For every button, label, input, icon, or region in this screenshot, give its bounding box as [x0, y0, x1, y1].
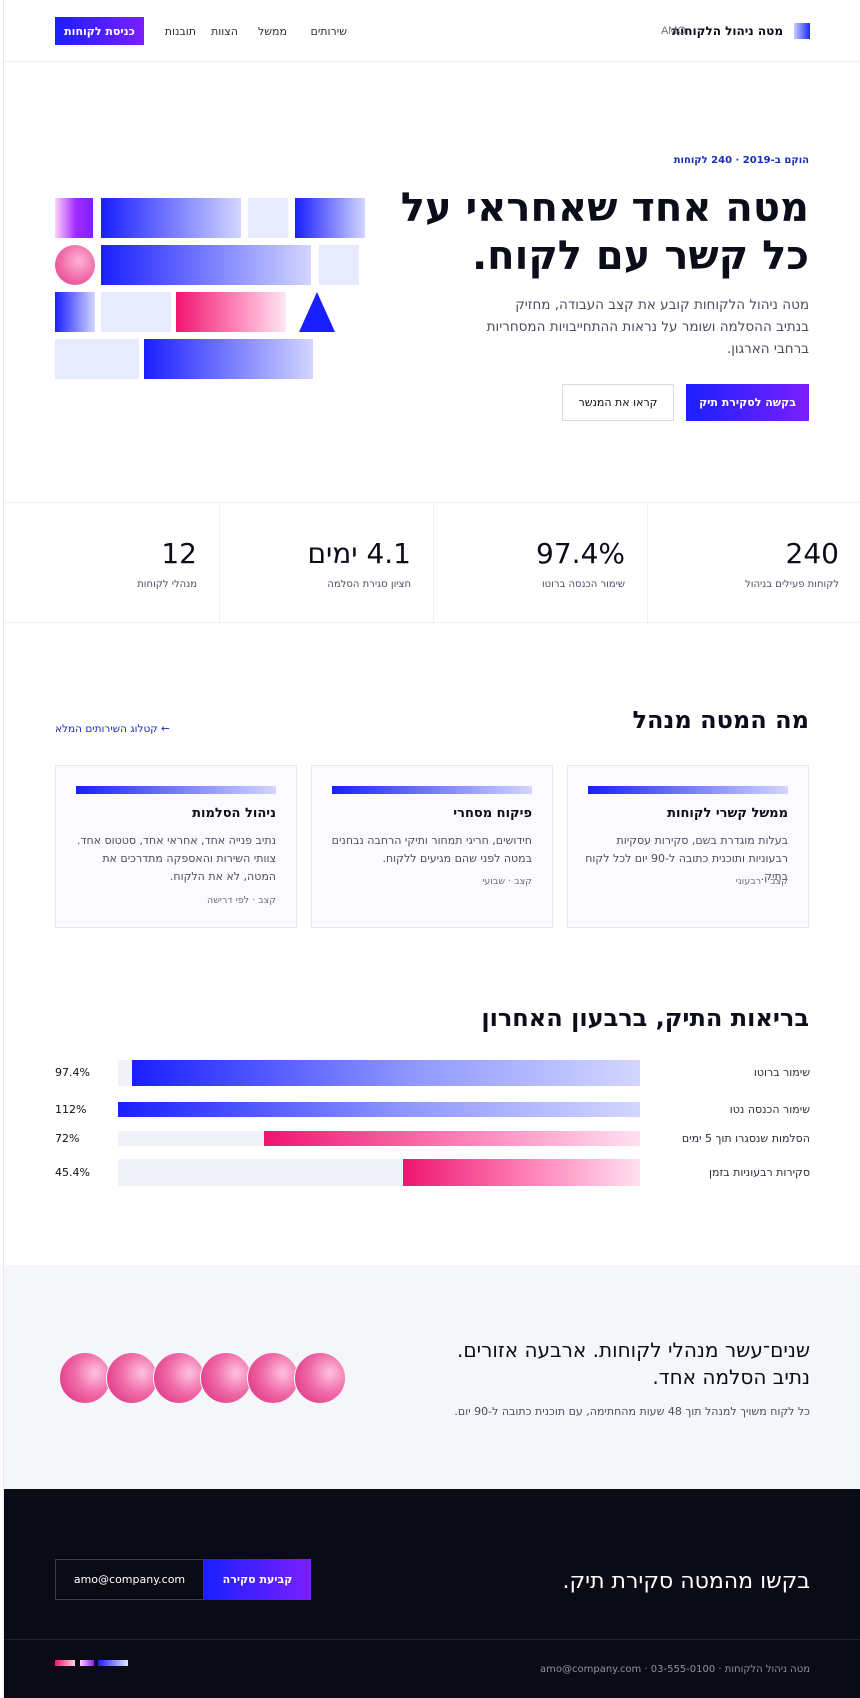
card-accent-bar [76, 786, 276, 794]
hero-title: מטה אחד שאחראי על כל קשר עם לקוח. [400, 185, 809, 279]
health-bar-track [118, 1102, 640, 1117]
cta-section: בקשו מהמטה סקירת תיק. קביעת סקירה מטה ני… [4, 1489, 860, 1698]
site-header: מטה ניהול הלקוחות AMO שירותים ממשל הצוות… [4, 1, 860, 62]
service-card-commercial[interactable]: פיקוח מסחרי חידושים, חריגי תמחור ותיקי ה… [311, 765, 553, 928]
footer-logo-mark [98, 1660, 128, 1666]
request-review-button[interactable]: בקשה לסקירת תיק [686, 384, 809, 421]
health-row-value: 112% [55, 1102, 87, 1116]
hero-eyebrow: הוקם ב-2019 · 240 לקוחות [673, 155, 809, 166]
hero-description: מטה ניהול הלקוחות קובע את קצב העבודה, מח… [486, 297, 809, 357]
card-accent-bar [332, 786, 532, 794]
health-row: שימור ברוטו 97.4% [55, 1060, 810, 1086]
avatar [106, 1352, 158, 1404]
nav-link-governance[interactable]: ממשל [258, 25, 287, 38]
health-title: בריאות התיק, ברבעון האחרון [481, 1004, 809, 1032]
mosaic-tile [248, 198, 288, 238]
avatar [200, 1352, 252, 1404]
footer-logo-mark [55, 1660, 75, 1666]
mosaic-tile [101, 198, 241, 238]
team-subtitle: כל לקוח משויך למנהל תוך 48 שעות מהחתימה,… [454, 1405, 810, 1418]
card-title: פיקוח מסחרי [453, 806, 532, 821]
team-section: שנים־עשר מנהלי לקוחות. ארבעה אזורים. נתי… [4, 1265, 860, 1489]
nav-link-team[interactable]: הצוות [211, 25, 238, 38]
service-card-escalations[interactable]: ניהול הסלמות נתיב פנייה אחד, אחראי אחד, … [55, 765, 297, 928]
mosaic-tile [319, 245, 359, 285]
mosaic-triangle [299, 292, 335, 332]
service-card-governance[interactable]: ממשל קשרי לקוחות בעלות מוגדרת בשם, סקירו… [567, 765, 809, 928]
stats-strip: 240 לקוחות פעילים בניהול 97.4% שימור הכנ… [4, 502, 860, 624]
health-row-value: 45.4% [55, 1165, 90, 1179]
mosaic-tile [101, 292, 171, 332]
card-title: ממשל קשרי לקוחות [667, 806, 788, 821]
card-description: בעלות מוגדרת בשם, סקירות עסקיות רבעוניות… [585, 834, 788, 883]
brand-logo-icon[interactable] [794, 23, 810, 39]
brand-name[interactable]: מטה ניהול הלקוחות [671, 24, 783, 38]
health-bar-track [118, 1131, 640, 1146]
stat-label: מנהלי לקוחות [137, 579, 197, 590]
stat-account-managers: 12 מנהלי לקוחות [5, 503, 219, 624]
card-cadence: קצב · לפי דרישה [206, 895, 276, 906]
cta-title: בקשו מהמטה סקירת תיק. [562, 1569, 810, 1594]
health-row-label: שימור הכנסה נטו [729, 1102, 810, 1116]
health-row-value: 72% [55, 1131, 80, 1145]
mosaic-tile [55, 339, 139, 379]
mosaic-tile [55, 198, 93, 238]
card-cadence: קצב · שבועי [482, 876, 532, 887]
services-title: מה המטה מנהל [632, 706, 809, 734]
footer-contact: מטה ניהול הלקוחות · 03-555-0100 · amo@co… [540, 1664, 810, 1675]
stat-active-clients: 240 לקוחות פעילים בניהול [647, 503, 860, 624]
health-bar-track [118, 1060, 640, 1086]
card-title: ניהול הסלמות [192, 806, 276, 821]
client-login-button[interactable]: כניסת לקוחות [55, 17, 144, 45]
stat-label: לקוחות פעילים בניהול [745, 579, 839, 590]
avatar [247, 1352, 299, 1404]
stat-value: 97.4% [536, 537, 625, 570]
brand-code: AMO [660, 25, 686, 37]
health-bar-fill [264, 1131, 640, 1146]
nav-link-services[interactable]: שירותים [310, 25, 347, 38]
health-row-value: 97.4% [55, 1066, 90, 1079]
health-bar-fill [132, 1060, 640, 1086]
health-bar-track [118, 1159, 640, 1186]
avatar [294, 1352, 346, 1404]
mosaic-tile [176, 292, 286, 332]
health-row: סקירות רבעוניות בזמן 45.4% [55, 1159, 810, 1186]
health-bar-fill [403, 1159, 640, 1186]
card-cadence: קצב · רבעוני [735, 876, 788, 887]
mosaic-tile [101, 245, 311, 285]
health-row: הסלמות שנסגרו תוך 5 ימים 72% [55, 1131, 810, 1146]
stat-label: חציון סגירת הסלמה [327, 579, 411, 590]
hero-mosaic-illustration [55, 198, 365, 380]
service-catalog-link[interactable]: ← קטלוג השירותים המלא [55, 723, 170, 735]
schedule-review-button[interactable]: קביעת סקירה [204, 1559, 311, 1600]
stat-value: 240 [785, 537, 839, 570]
health-row-label: סקירות רבעוניות בזמן [708, 1165, 810, 1179]
stat-escalation-median: 4.1 ימים חציון סגירת הסלמה [219, 503, 433, 624]
health-row-label: שימור ברוטו [753, 1066, 810, 1079]
mosaic-tile [295, 198, 365, 238]
health-row-label: הסלמות שנסגרו תוך 5 ימים [681, 1131, 810, 1145]
page: מטה ניהול הלקוחות AMO שירותים ממשל הצוות… [3, 1, 860, 1698]
footer-divider [4, 1639, 860, 1640]
card-accent-bar [588, 786, 788, 794]
card-description: חידושים, חריגי תמחור ותיקי הרחבה נבחנים … [331, 834, 532, 865]
stat-gross-retention: 97.4% שימור הכנסה ברוטו [433, 503, 647, 624]
read-manifesto-button[interactable]: קראו את המנשר [562, 384, 674, 421]
mosaic-tile [144, 339, 313, 379]
stat-value: 12 [161, 537, 197, 570]
mosaic-tile [55, 292, 95, 332]
avatar [59, 1352, 111, 1404]
email-field[interactable] [55, 1559, 204, 1600]
health-bar-fill [118, 1102, 640, 1117]
avatar [153, 1352, 205, 1404]
health-row: שימור הכנסה נטו 112% [55, 1102, 810, 1117]
stat-label: שימור הכנסה ברוטו [541, 579, 625, 590]
card-description: נתיב פנייה אחד, אחראי אחד, סטטוס אחד. צו… [76, 834, 276, 883]
footer-logo-mark [80, 1660, 94, 1666]
team-title: שנים־עשר מנהלי לקוחות. ארבעה אזורים. נתי… [456, 1338, 810, 1389]
stat-value: 4.1 ימים [307, 537, 411, 570]
nav-link-insights[interactable]: תובנות [164, 25, 196, 38]
mosaic-circle [55, 245, 95, 285]
